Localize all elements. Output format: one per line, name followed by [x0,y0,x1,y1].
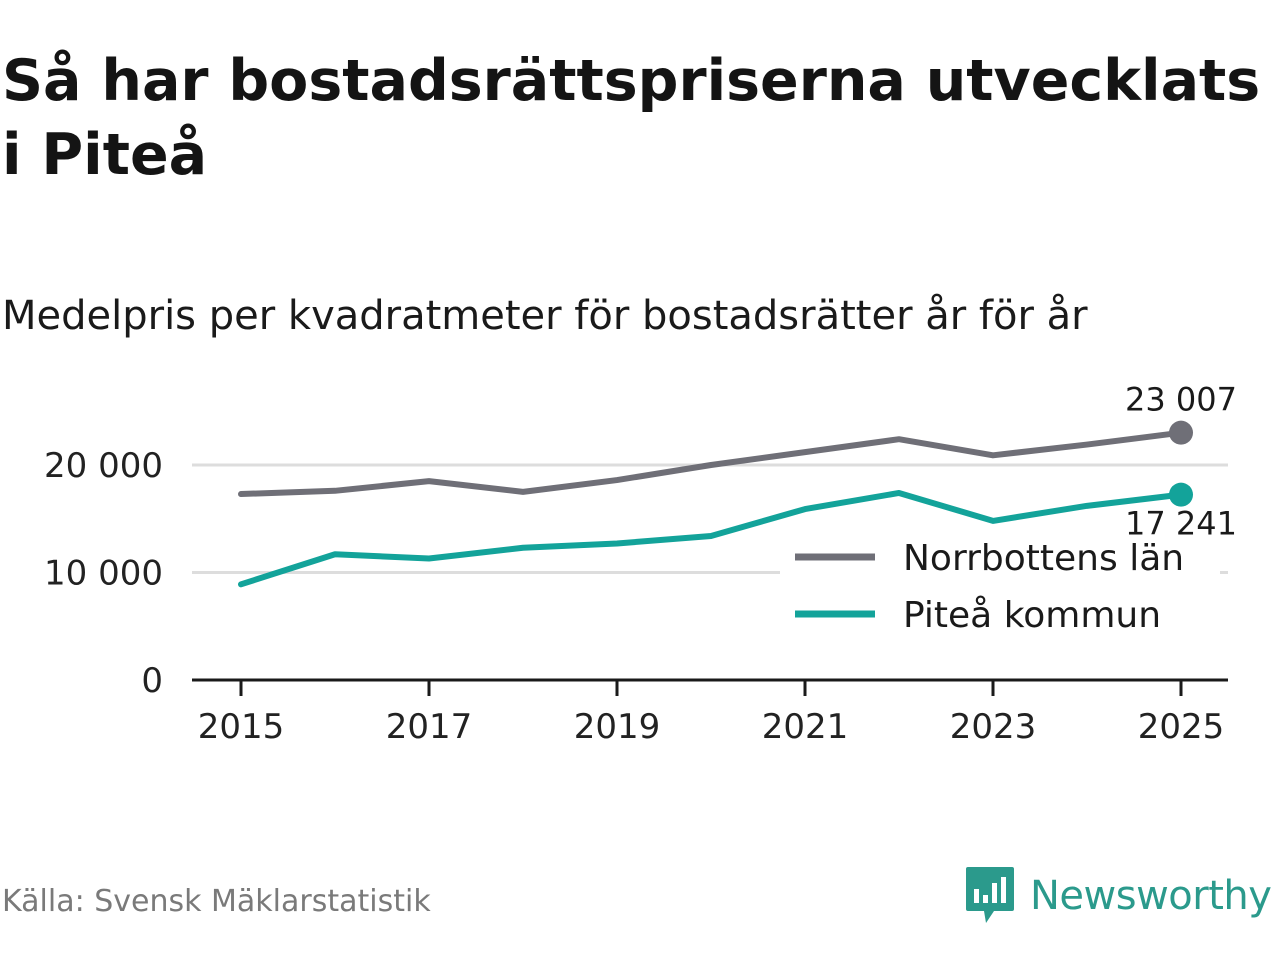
x-tick-label-2021: 2021 [762,707,849,747]
y-axis-ticks: 0 10 000 20 000 [44,446,163,701]
brand: Newsworthy [964,864,1272,928]
end-marker-norrbottens-lan [1169,420,1193,445]
y-tick-label-10000: 10 000 [44,554,163,594]
x-tick-label-2019: 2019 [574,707,661,747]
y-tick-label-0: 0 [141,661,163,701]
end-label-norrbottens-lan: 23 007 [1125,381,1237,419]
end-marker-pitea-kommun [1169,482,1193,507]
x-axis: 2015 2017 2019 2021 2023 2025 [192,678,1228,747]
source-note: Källa: Svensk Mäklarstatistik [2,884,431,919]
end-label-pitea-kommun: 17 241 [1125,505,1237,543]
x-tick-label-2017: 2017 [386,707,473,747]
series-line-pitea-kommun [238,489,1184,588]
x-tick-label-2025: 2025 [1138,707,1225,747]
chart-subtitle: Medelpris per kvadratmeter för bostadsrä… [2,293,1088,339]
chart-title: Så har bostadsrättspriserna utvecklats i… [2,48,1261,188]
legend-background [780,532,1220,650]
line-chart: 0 10 000 20 000 2015 2017 2019 2021 2023 2025 N… [44,381,1237,747]
end-labels: 23 007 17 241 [1125,381,1237,543]
x-tick-label-2023: 2023 [950,707,1037,747]
legend-label-norrbottens-lan: Norrbottens län [903,538,1184,579]
newsworthy-logo-icon [966,867,1014,923]
x-tick-label-2015: 2015 [198,707,285,747]
brand-name: Newsworthy [1030,873,1272,919]
legend: Norrbottens län Piteå kommun [780,532,1220,650]
legend-label-pitea-kommun: Piteå kommun [903,595,1161,636]
series-line-norrbottens-lan [238,429,1184,498]
series-lines [238,429,1184,588]
y-tick-label-20000: 20 000 [44,446,163,486]
